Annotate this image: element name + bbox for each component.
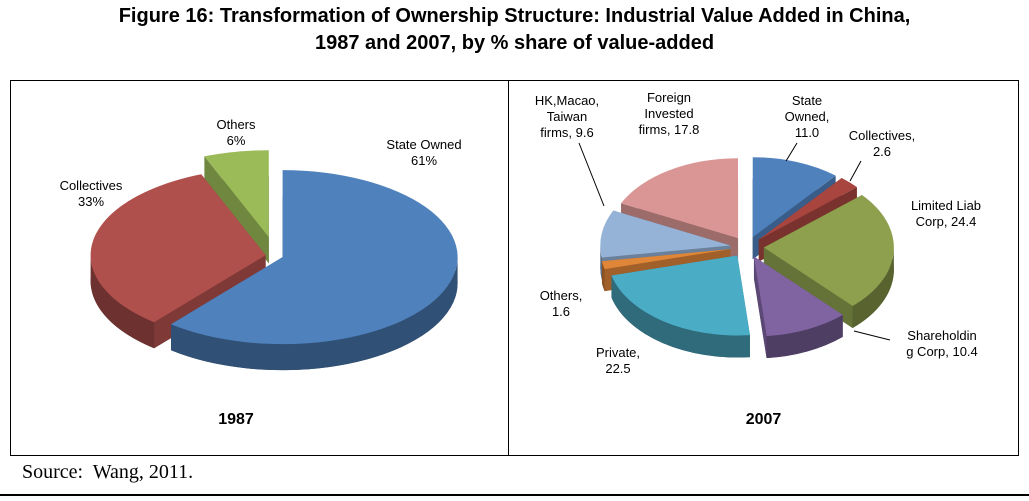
pie-panel-1987: 1987 State Owned 61% Collectives 33% Others 6… [11, 81, 509, 455]
pie-label-line: Others [216, 117, 256, 132]
pie-label-line: 22.5 [605, 361, 631, 376]
pie-slice-shareholding-corp [753, 256, 843, 359]
pie-label-shareholding-corp: Shareholdin g Corp, 10.4 [892, 328, 992, 360]
pie-label-line: State [791, 93, 823, 108]
pie-chart-2007 [578, 142, 894, 359]
slice-side [204, 156, 269, 264]
pie-label-line: Private, [595, 345, 641, 360]
slice-top [752, 157, 836, 238]
label-leader-line [849, 160, 862, 182]
pie-label-line: firms, 9.6 [540, 125, 594, 140]
pie-label-line: 2.6 [872, 144, 892, 159]
slice-rim [171, 257, 458, 371]
pie-label-line: 11.0 [794, 125, 820, 140]
pie-label-line: Corp, 24.4 [915, 214, 977, 229]
pie-label-line: 33% [77, 194, 105, 209]
slice-rim [90, 255, 155, 349]
pie-label-line: 61% [410, 153, 438, 168]
slice-top [601, 249, 731, 270]
pie-label-line: Invested [644, 106, 694, 121]
pie-label-state-owned: State Owned, 11.0 [767, 93, 847, 141]
pie-label-line: HK,Macao, [534, 93, 600, 108]
pie-label-foreign-invested-firms: Foreign Invested firms, 17.8 [627, 90, 711, 138]
slice-top [763, 195, 894, 306]
bottom-rule [0, 494, 1029, 496]
slice-top [204, 150, 269, 238]
label-leader-line [785, 142, 798, 162]
pie-label-line: Collectives, [848, 128, 916, 143]
year-label-2007: 2007 [745, 411, 782, 428]
pie-label-hk-macao-taiwan-firms: HK,Macao, Taiwan firms, 9.6 [525, 93, 609, 141]
pie-label-line: 6% [226, 133, 246, 148]
source-caption: Source: Wang, 2011. [22, 461, 194, 483]
slice-side [753, 256, 767, 359]
figure-title-line1: Figure 16: Transformation of Ownership S… [118, 5, 911, 27]
slice-top [90, 174, 266, 323]
pie-label-others: Others 6% [176, 117, 296, 149]
pie-label-private: Private, 22.5 [576, 345, 660, 377]
slice-rim [611, 275, 750, 358]
pie-label-line: Limited Liab [910, 198, 982, 213]
year-label-1987: 1987 [218, 411, 254, 428]
pie-label-limited-liab-corp: Limited Liab Corp, 24.4 [896, 198, 996, 230]
pie-panel-2007: 2007 State Owned, 11.0 Collectives, 2.6 Limit… [509, 81, 1018, 455]
slice-rim [766, 314, 843, 359]
figure-title-line2: 1987 and 2007, by % share of value-added [314, 32, 715, 54]
pie-slice-state-owned [171, 170, 458, 371]
pie-label-line: Taiwan [546, 109, 588, 124]
slice-rim [600, 245, 602, 280]
pie-label-collectives: Collectives, 2.6 [836, 128, 928, 160]
pie-label-line: Owned, [784, 109, 830, 124]
pie-label-others: Others, 1.6 [519, 288, 603, 320]
pie-label-line: Collectives [59, 178, 123, 193]
pie-label-line: g Corp, 10.4 [906, 344, 978, 359]
pie-label-line: firms, 17.8 [638, 122, 700, 137]
pie-slice-private [611, 255, 750, 358]
slice-top [600, 210, 731, 258]
pie-label-line: State Owned [386, 137, 462, 152]
figure-title: Figure 16: Transformation of Ownership S… [0, 3, 1029, 57]
slice-top [753, 256, 843, 337]
pie-label-line: Shareholdin [907, 328, 977, 343]
label-leader-line [853, 330, 891, 341]
chart-frame: 1987 State Owned 61% Collectives 33% Others 6… [10, 80, 1019, 456]
slice-rim [601, 261, 605, 292]
pie-label-collectives: Collectives 33% [31, 178, 151, 210]
slice-rim [852, 247, 894, 328]
pie-label-line: 1.6 [551, 304, 571, 319]
slice-top [611, 255, 750, 336]
slice-top [621, 158, 739, 239]
pie-label-line: Foreign [646, 90, 692, 105]
pie-chart-1987 [90, 150, 458, 371]
pie-label-state-owned: State Owned 61% [369, 137, 479, 169]
slice-top [171, 170, 458, 345]
label-leader-line [578, 142, 605, 207]
pie-label-line: Others, [539, 288, 583, 303]
slice-top [758, 177, 857, 240]
